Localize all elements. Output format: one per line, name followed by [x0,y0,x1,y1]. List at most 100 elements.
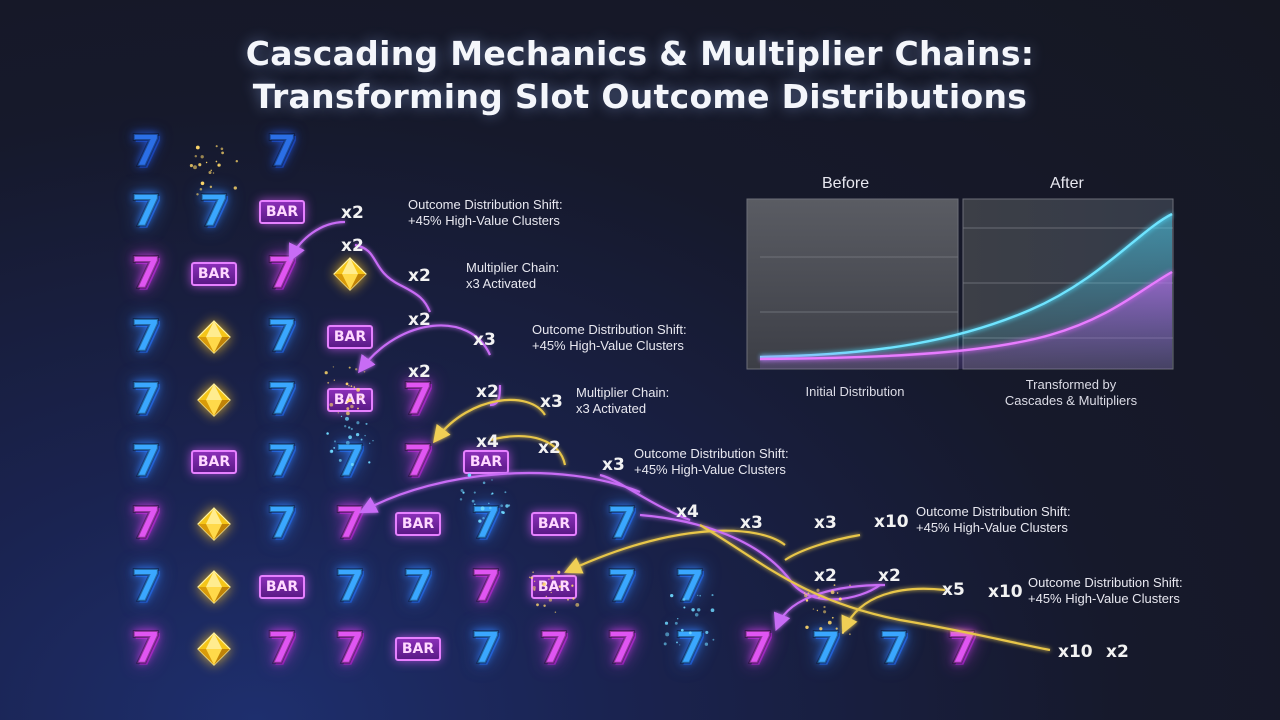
annotation-7-line-2: +45% High-Value Clusters [1028,591,1180,606]
seven-glyph: 7 [606,561,639,612]
sparkle [575,603,580,607]
seven-symbol: 7 [802,625,850,673]
sparkle [838,597,842,601]
sparkle [333,440,337,443]
sparkle [663,642,667,646]
sparkle [220,147,224,151]
sparkle [818,596,820,599]
seven-glyph: 7 [334,623,367,674]
annotation-1: Outcome Distribution Shift: +45% High-Va… [408,197,563,229]
seven-symbol: 7 [190,188,238,236]
annotation-7-line-1: Outcome Distribution Shift: [1028,575,1183,590]
annotation-1-line-2: +45% High-Value Clusters [408,213,560,228]
seven-glyph: 7 [402,561,435,612]
annotation-2-line-2: x3 Activated [466,276,537,291]
bar-symbol: BAR [530,500,578,548]
sparkle [348,426,351,429]
sparkle [195,145,200,150]
sparkle [545,595,548,598]
bar-label: BAR [327,388,373,412]
seven-glyph: 7 [266,374,299,425]
seven-symbol: 7 [258,438,306,486]
seven-glyph: 7 [266,498,299,549]
sparkle [330,449,334,453]
sparkle [467,473,472,477]
seven-symbol: 7 [122,500,170,548]
sparkle [676,641,678,644]
sparkle [205,161,208,164]
seven-symbol: 7 [394,376,442,424]
sparkle [332,366,335,368]
annotation-5-line-2: +45% High-Value Clusters [634,462,786,477]
seven-glyph: 7 [266,623,299,674]
sparkle [542,582,546,587]
sparkle [353,386,356,388]
bar-symbol: BAR [394,500,442,548]
seven-glyph: 7 [606,623,639,674]
sparkle [532,586,536,590]
sparkle [471,499,475,503]
sparkle [505,504,509,508]
annotation-6-line-1: Outcome Distribution Shift: [916,504,1071,519]
multiplier-label: x2 [814,566,837,586]
sparkle [233,186,237,190]
cascade-arrow-12 [773,583,886,632]
before-caption: Initial Distribution [805,384,905,399]
sparkle [704,642,709,646]
bar-label: BAR [327,325,373,349]
cascade-arrow-14 [699,524,1051,652]
sparkle [208,170,212,175]
seven-symbol: 7 [258,313,306,361]
gem-symbol [190,500,238,548]
seven-symbol: 7 [598,563,646,611]
multiplier-label: x3 [740,513,763,533]
sparkle [368,442,371,445]
after-caption-line-2: Cascades & Multipliers [1004,393,1138,408]
sparkle [333,379,335,381]
annotation-4-line-2: x3 Activated [576,401,647,416]
sparkle [355,368,358,371]
sparkle [543,604,546,608]
sparkle [557,570,561,574]
bar-symbol: BAR [394,625,442,673]
sparkle [827,620,832,625]
gem-symbol [190,313,238,361]
sparkle [345,416,349,421]
bar-label: BAR [191,262,237,286]
sparkle [664,621,669,625]
multiplier-label: x3 [602,455,625,475]
sparkle [491,492,494,495]
sparkle [209,185,213,189]
seven-symbol: 7 [122,128,170,176]
multiplier-label: x2 [408,362,431,382]
sparkle [849,584,851,587]
page-title-line-2: Transforming Slot Outcome Distributions [252,77,1028,116]
annotation-3: Outcome Distribution Shift: +45% High-Va… [532,322,687,354]
sparkle [500,504,504,508]
sparkle [489,506,492,510]
gem-symbol [190,563,238,611]
sparkle [344,425,347,428]
annotation-6: Outcome Distribution Shift: +45% High-Va… [916,504,1071,536]
sparkle [711,594,714,597]
seven-glyph: 7 [470,623,503,674]
seven-glyph: 7 [334,436,367,487]
sparkle [350,463,354,466]
seven-symbol: 7 [122,376,170,424]
sparkle [356,421,360,425]
seven-glyph: 7 [334,561,367,612]
sparkle [564,580,566,582]
yellow-diamond-gem-icon [197,383,231,417]
sparkle [694,613,699,617]
sparkle [221,151,224,155]
sparkle [193,165,197,170]
sparkle [835,627,838,630]
sparkle [346,407,350,411]
sparkle [532,571,534,574]
sparkle [482,516,485,520]
multiplier-label: x10 [988,582,1023,602]
multiplier-label: x10 [874,512,909,532]
sparkle [326,432,329,435]
seven-symbol: 7 [734,625,782,673]
seven-glyph: 7 [130,248,163,299]
